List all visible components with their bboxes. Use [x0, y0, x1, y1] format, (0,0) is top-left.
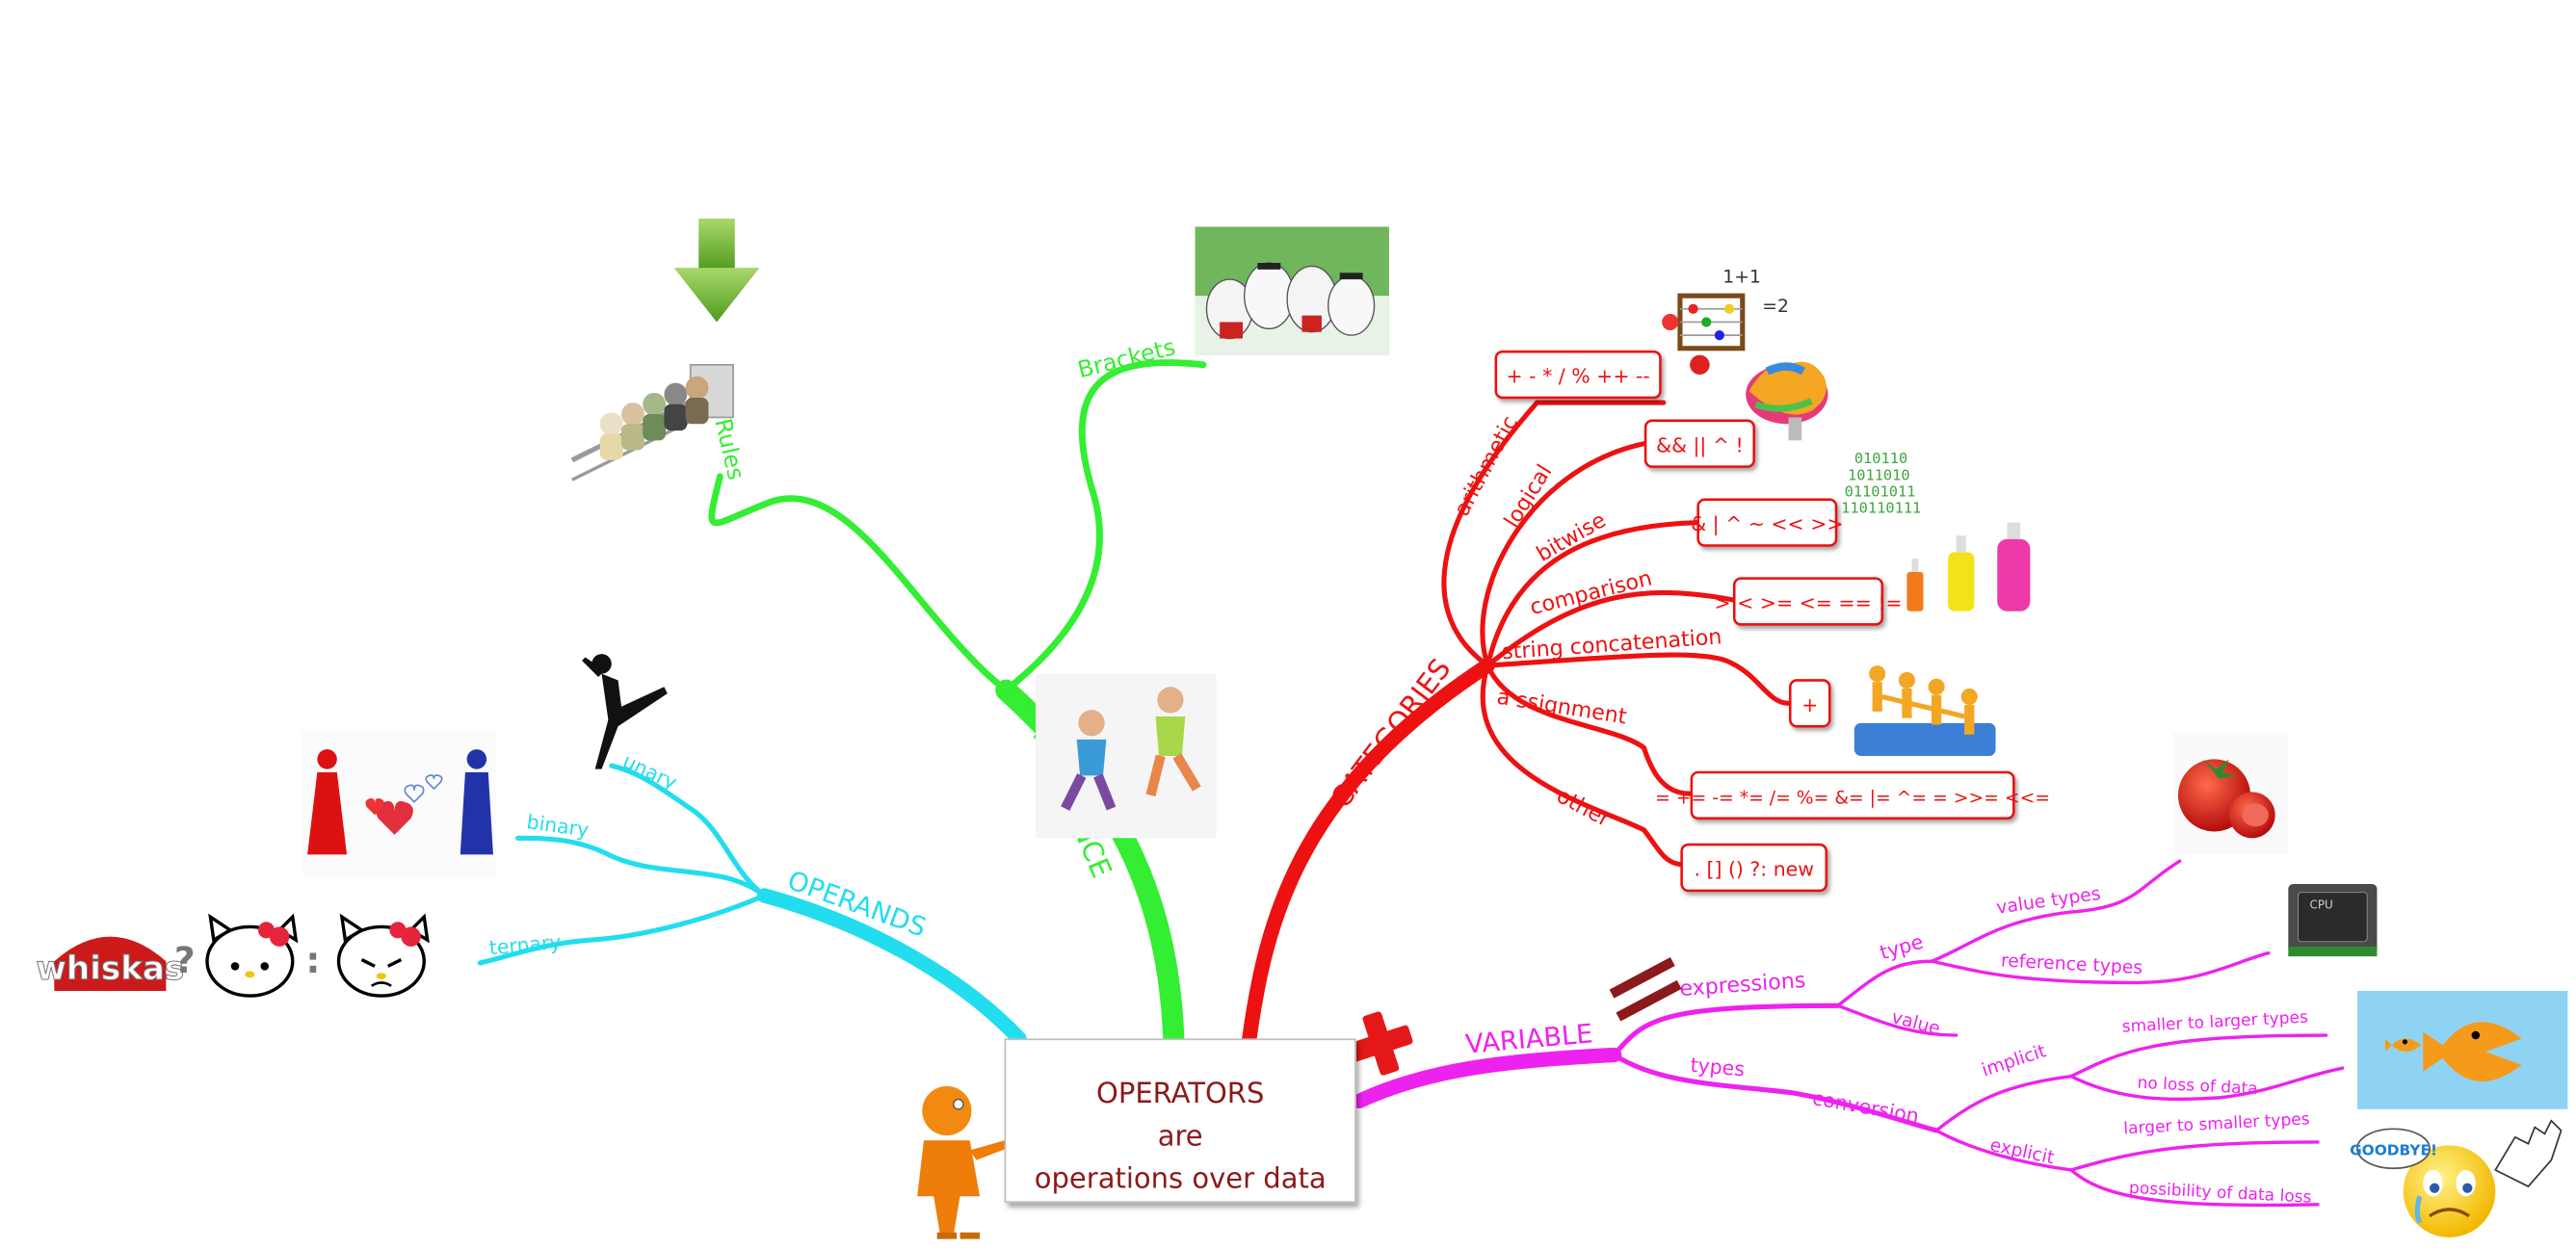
svg-text:> < >= <= == !=: > < >= <= == != [1714, 591, 1902, 614]
variable-implicit: implicit [1980, 1041, 2049, 1080]
precedence-rules-label: Rules [709, 416, 749, 482]
variable-conversion: conversion [1811, 1086, 1921, 1128]
operand-unary: unary [619, 749, 681, 794]
central-topic-line2: are [1157, 1120, 1203, 1154]
svg-text:1+1: 1+1 [1722, 268, 1761, 288]
puzzle-people-icon [1853, 665, 1996, 756]
runners-icon [1036, 673, 1217, 839]
svg-text:=2: =2 [1762, 297, 1789, 317]
central-topic-line1: OPERATORS [1096, 1078, 1265, 1111]
ternary-colon: : [305, 939, 320, 981]
variable-value-types: value types [1995, 884, 2102, 919]
variable-expressions: expressions [1679, 968, 1807, 1002]
hello-kitty-icon [205, 913, 299, 998]
variable-smaller-to-larger: smaller to larger types [2121, 1008, 2308, 1037]
svg-text:other: other [1552, 783, 1615, 832]
svg-text:= += -= *= /= %= &= |= ^= = >>: = += -= *= /= %= &= |= ^= = >>= <<= [1655, 788, 2050, 808]
ternary-question-mark: ? [174, 939, 196, 981]
svg-text:& | ^ ~ << >>: & | ^ ~ << >> [1691, 512, 1843, 536]
category-other: other . [] () ?: new [1552, 783, 1828, 893]
sheep-crowd-icon [1195, 226, 1389, 355]
svg-text:+ - * / % ++ --: + - * / % ++ -- [1507, 365, 1650, 388]
svg-text:GOODBYE!: GOODBYE! [2350, 1142, 2437, 1159]
cpu-chip-icon: CPU [2288, 884, 2378, 957]
crying-smiley-icon: GOODBYE! [2350, 1119, 2563, 1237]
variable-branch [1352, 859, 2345, 1208]
category-assignment: a ssignment = += -= *= /= %= &= |= ^= = … [1495, 685, 2050, 820]
big-fish-eat-small-icon [2356, 990, 2568, 1109]
svg-text:whiskas: whiskas [36, 950, 184, 988]
variable-types: types [1690, 1054, 1746, 1081]
operands-branch [477, 763, 1027, 1047]
svg-text:a ssignment: a ssignment [1495, 685, 1629, 730]
svg-text:comparison: comparison [1528, 565, 1655, 620]
plus-sign-icon [1349, 1011, 1413, 1076]
svg-text:110110111: 110110111 [1841, 499, 1921, 516]
variable-type: type [1878, 930, 1927, 965]
category-arithmetic: arithmetic + - * / % ++ -- [1449, 350, 1662, 520]
equals-sign-icon [1609, 956, 1682, 1022]
svg-text:010110: 010110 [1854, 450, 1907, 467]
operand-ternary: ternary [488, 930, 563, 959]
abacus-icon: 1+1=2 [1662, 268, 1789, 376]
variable-explicit: explicit [1988, 1135, 2056, 1169]
svg-text:&& || ^ !: && || ^ ! [1656, 433, 1744, 457]
categories-label: CATEGORIES [1324, 653, 1457, 815]
dancer-icon [582, 654, 668, 769]
whiskas-logo-icon: whiskas [36, 936, 185, 991]
precedence-brackets-label: Brackets [1075, 333, 1178, 383]
variable-reference-types: reference types [2000, 950, 2142, 978]
category-comparison: comparison > < >= <= == != [1528, 565, 1903, 626]
variable-no-loss: no loss of data [2137, 1074, 2258, 1100]
variable-larger-to-smaller: larger to smaller types [2123, 1109, 2310, 1138]
svg-text:1011010: 1011010 [1848, 466, 1910, 483]
couple-hearts-icon [302, 729, 497, 878]
categories-branch [1242, 400, 1792, 1047]
tomato-icon [2172, 733, 2289, 855]
central-topic: OPERATORS are operations over data [1004, 1038, 1356, 1204]
svg-text:CPU: CPU [2309, 898, 2332, 912]
brain-icon [1746, 361, 1828, 441]
central-topic-line3: operations over data [1034, 1163, 1327, 1197]
bottles-icon [1906, 522, 2031, 611]
svg-text:. [] () ?: new: . [] () ?: new [1694, 858, 1814, 881]
down-arrow-icon [673, 218, 760, 323]
hello-kitty-angry-icon [336, 913, 430, 998]
variable-value: value [1889, 1007, 1942, 1040]
svg-text:01101011: 01101011 [1845, 482, 1916, 500]
queue-people-icon [570, 363, 734, 481]
category-bitwise: bitwise & | ^ ~ << >> [1533, 498, 1844, 567]
svg-text:+: + [1801, 693, 1818, 716]
